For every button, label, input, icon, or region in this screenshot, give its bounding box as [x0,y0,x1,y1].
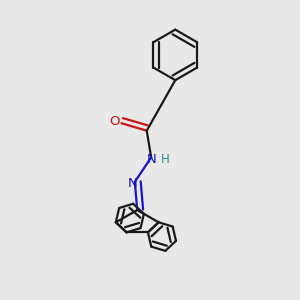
Text: N: N [147,153,157,166]
Text: N: N [128,177,137,190]
Text: H: H [161,153,170,166]
Text: O: O [110,115,120,128]
